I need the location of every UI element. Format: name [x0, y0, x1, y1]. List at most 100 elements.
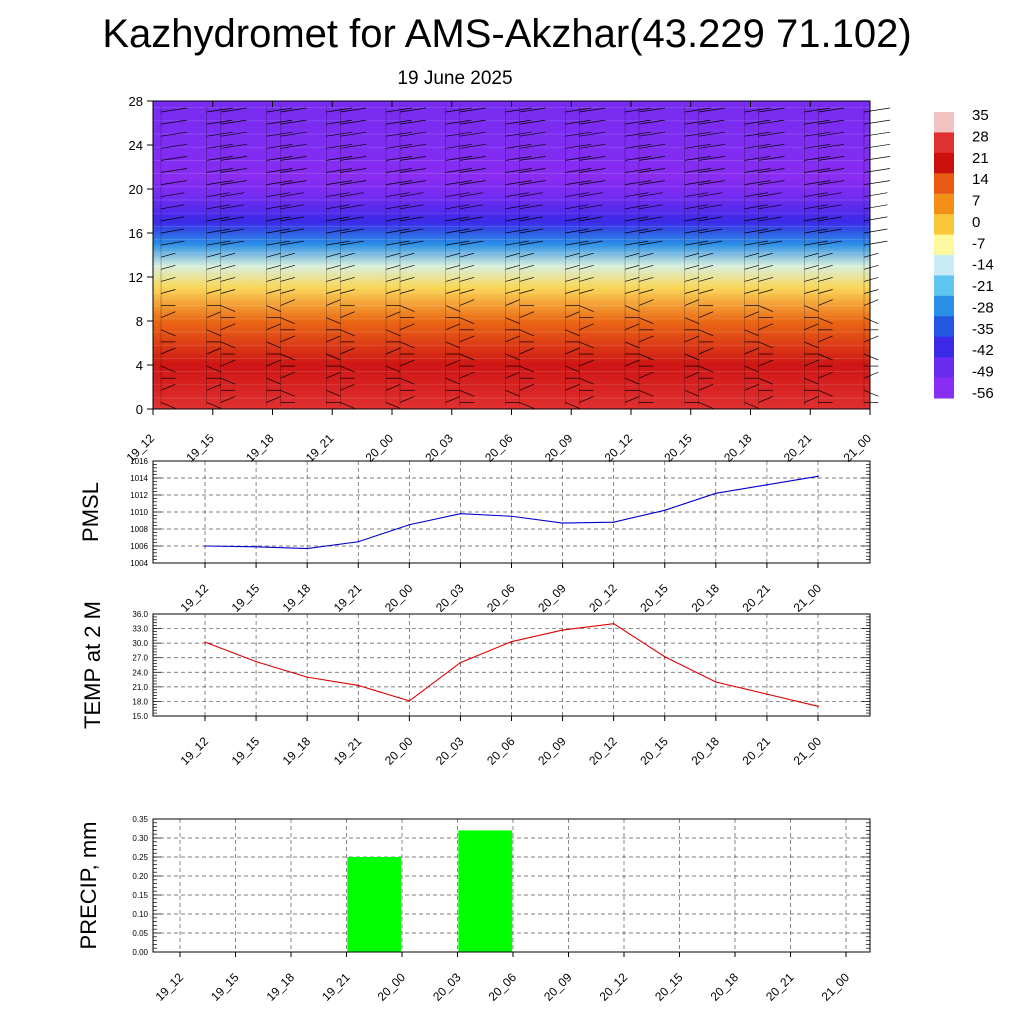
wind-barb: [326, 119, 353, 125]
wind-barb: [445, 289, 461, 294]
wind-barb: [579, 341, 594, 349]
wind-barb: [399, 204, 424, 210]
wind-barb: [280, 335, 296, 343]
wind-barb: [863, 240, 888, 246]
wind-barb: [638, 192, 663, 198]
wind-barb: [579, 323, 594, 331]
wind-barb: [804, 228, 828, 234]
precip-bar: [347, 857, 402, 952]
y-tick-label: 0.00: [132, 948, 148, 957]
wind-barb: [579, 359, 594, 367]
wind-barb: [445, 192, 470, 198]
wind-barb: [340, 180, 367, 185]
wind-barb: [565, 216, 589, 222]
data-point: [510, 640, 513, 643]
wind-barb: [863, 107, 891, 113]
wind-barb: [519, 204, 543, 210]
wind-barb: [160, 277, 176, 282]
wind-barb: [638, 204, 663, 210]
wind-barb: [638, 353, 654, 361]
y-tick-label: 0: [136, 402, 143, 417]
wind-barb: [565, 365, 580, 373]
wind-barb: [206, 289, 222, 294]
wind-barb: [160, 168, 188, 173]
wind-barb: [744, 180, 771, 185]
x-tick-label: 19_15: [229, 581, 263, 615]
wind-barb: [758, 204, 782, 210]
wind-barb: [565, 143, 592, 149]
y-tick-label: 1012: [130, 491, 148, 500]
wind-barb: [340, 204, 364, 210]
y-tick-label: 8: [136, 314, 143, 329]
wind-barb: [744, 192, 768, 198]
wind-barb: [505, 353, 521, 361]
wind-barb: [565, 168, 592, 173]
wind-barb: [445, 180, 472, 185]
wind-barb: [684, 289, 700, 294]
wind-barb: [624, 341, 640, 349]
wind-barb: [160, 131, 188, 137]
wind-barb: [445, 252, 461, 258]
wind-barb: [326, 317, 341, 325]
wind-barb: [698, 143, 725, 149]
wind-barb: [863, 131, 891, 137]
wind-barb: [280, 317, 296, 325]
x-tick-label: 19_12: [153, 970, 187, 1004]
wind-barb: [340, 216, 364, 222]
panel-frame: [152, 818, 871, 953]
wind-barb: [565, 192, 589, 198]
wind-barb: [684, 353, 700, 361]
wind-barb: [698, 168, 725, 173]
wind-barb: [266, 204, 290, 210]
wind-barb: [758, 131, 785, 137]
wind-barb: [863, 228, 888, 234]
x-tick-label: 20_03: [422, 431, 456, 465]
wind-barb: [744, 240, 768, 246]
wind-barb: [519, 192, 543, 198]
wind-barb: [220, 252, 236, 258]
wind-barb: [684, 107, 711, 113]
colorbar-swatch: [934, 316, 954, 338]
wind-barb: [160, 216, 185, 222]
x-tick-label: 21_00: [791, 581, 825, 615]
wind-barb: [565, 311, 580, 319]
wind-barb: [206, 228, 231, 234]
x-tick-label: 19_18: [280, 581, 314, 615]
wind-barb: [818, 180, 845, 185]
wind-barb: [684, 119, 711, 125]
wind-barb: [818, 299, 833, 306]
wind-barb: [505, 317, 521, 325]
wind-barb: [624, 107, 652, 113]
wind-barb: [638, 180, 666, 185]
wind-barb: [220, 180, 247, 185]
wind-barb: [505, 119, 532, 125]
wind-barb: [280, 107, 307, 113]
wind-barb: [565, 156, 592, 161]
wind-barb: [266, 277, 281, 282]
y-tick-label: 24: [129, 138, 143, 153]
x-tick-label: 19_12: [178, 581, 212, 615]
wind-barb: [758, 252, 773, 258]
wind-barb: [638, 228, 663, 234]
wind-barb: [385, 143, 413, 149]
colorbar-swatch: [934, 357, 954, 379]
wind-barb: [698, 365, 714, 373]
wind-barb: [684, 180, 711, 185]
wind-barb: [818, 252, 833, 258]
x-tick-label: 20_06: [484, 734, 518, 768]
wind-barb: [565, 107, 592, 113]
wind-barb: [206, 107, 233, 113]
wind-barb: [684, 216, 709, 222]
wind-barb: [445, 131, 472, 137]
wind-barb: [565, 180, 592, 185]
data-point: [561, 629, 564, 631]
wind-barb: [818, 204, 842, 210]
colorbar-swatch: [934, 377, 954, 399]
wind-barb: [758, 264, 773, 270]
x-tick-label: 19_21: [331, 734, 365, 768]
wind-barb: [220, 204, 245, 210]
y-tick-label: 24.0: [132, 668, 148, 677]
data-point: [766, 484, 768, 486]
wind-barb: [445, 119, 472, 125]
wind-barb: [326, 371, 341, 379]
